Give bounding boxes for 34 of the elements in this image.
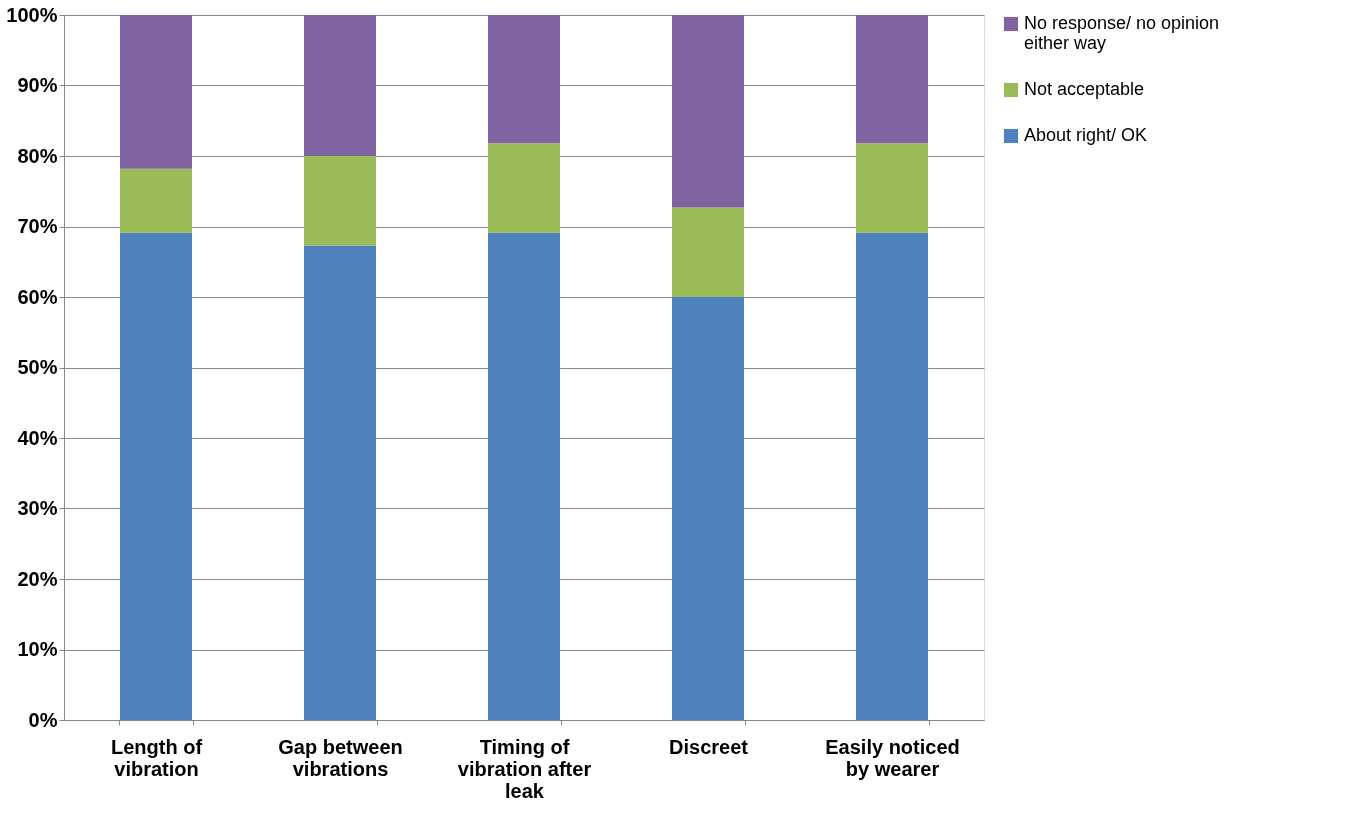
bar	[488, 232, 560, 720]
bar	[304, 15, 376, 156]
y-tick-label: 80%	[17, 144, 58, 167]
y-tick-label: 10%	[17, 638, 58, 660]
x-tick-label: Discreet	[669, 735, 749, 758]
x-tick-label: Easily noticed by wearer	[825, 735, 960, 780]
x-tick-label: Gap between vibrations	[278, 735, 403, 780]
bar	[120, 168, 192, 233]
bar	[488, 15, 560, 144]
bar	[672, 15, 744, 208]
y-tick-label: 50%	[17, 356, 58, 378]
y-tick-label: 70%	[17, 215, 58, 237]
legend-label: About right/ OK	[1024, 125, 1148, 145]
y-tick-label: 30%	[17, 497, 58, 519]
x-tick-label: Length of vibration	[110, 735, 203, 780]
bar	[672, 297, 744, 720]
x-tick-label: Timing of vibration after leak	[457, 735, 592, 802]
bar	[856, 15, 928, 144]
legend-label: Not acceptable	[1024, 79, 1145, 99]
legend-label: No response/ no opinion either way	[1024, 13, 1220, 53]
y-tick-label: 100%	[6, 3, 58, 26]
bar	[120, 232, 192, 720]
bar	[672, 207, 744, 297]
y-tick-label: 0%	[28, 708, 58, 731]
bar	[304, 156, 376, 246]
y-tick-label: 40%	[17, 426, 58, 449]
bar	[856, 232, 928, 720]
bar	[488, 143, 560, 233]
y-tick-label: 90%	[17, 74, 58, 96]
bar	[856, 143, 928, 233]
bar	[304, 245, 376, 720]
y-tick-label: 60%	[17, 285, 58, 308]
y-tick-label: 20%	[17, 567, 58, 590]
bar	[120, 15, 192, 169]
